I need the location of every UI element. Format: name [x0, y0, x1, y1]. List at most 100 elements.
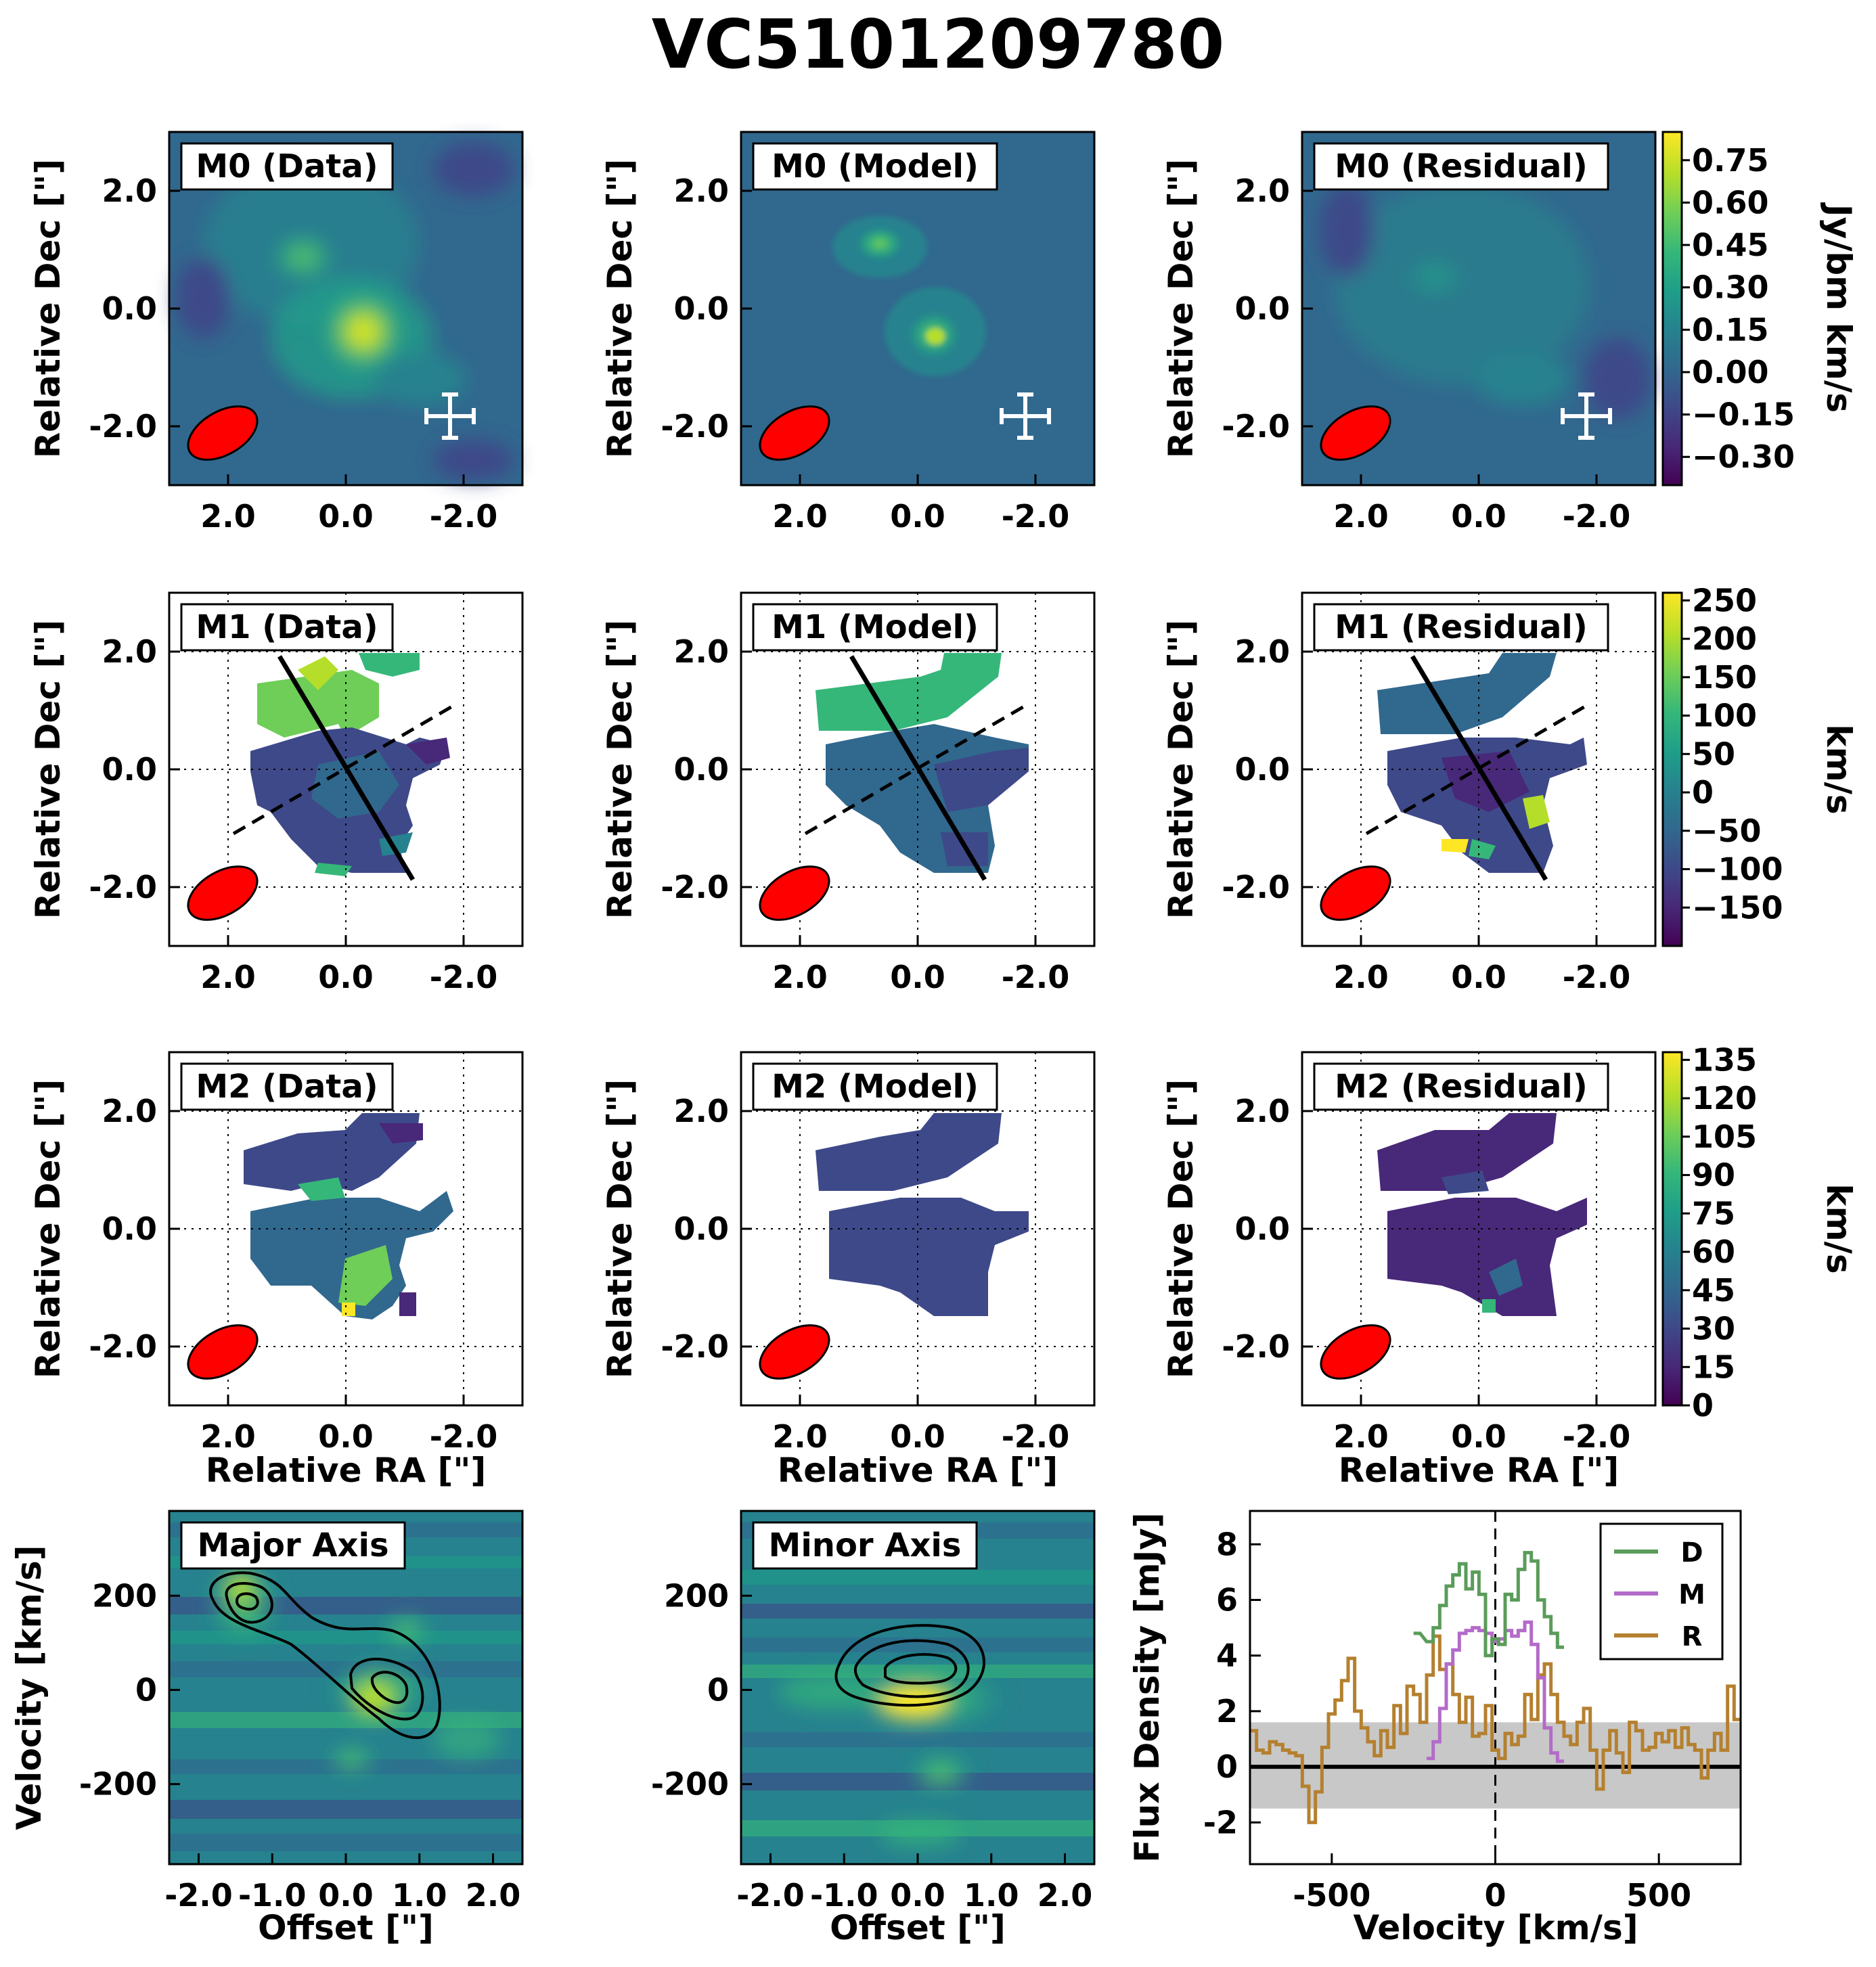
m2-data-pixels [244, 1113, 453, 1319]
map-xtick-label: -2.0 [1002, 1418, 1070, 1455]
label-m0-resid: M0 (Residual) [1335, 148, 1588, 185]
panel-m1-model [740, 591, 1096, 947]
spec-xtick-label: 0 [1484, 1877, 1506, 1914]
label-m0-model: M0 (Model) [772, 148, 979, 185]
panel-labels: M0 (Data) M0 (Model) M0 (Residual) M1 (D… [180, 142, 1609, 1111]
map-xtick-label: 2.0 [200, 959, 256, 995]
pv-xtick-label: -2.0 [164, 1877, 233, 1914]
spec-ytick-label: 2 [1216, 1693, 1238, 1729]
label-m0-data: M0 (Data) [196, 148, 378, 185]
figure-title: VC5101209780 [652, 5, 1225, 84]
spectrum-plot-area: -500 0 500 8 6 4 2 0 -2 [1203, 1511, 1741, 1914]
xlabel-offset-minor: Offset ["] [830, 1908, 1006, 1947]
map-xtick-label: -2.0 [1563, 498, 1631, 535]
spectrum-legend: D M R [1599, 1522, 1724, 1660]
map-ytick-label: 0.0 [674, 290, 730, 327]
m0-resid-emission [1320, 183, 1651, 420]
map-xtick-label: 2.0 [200, 1418, 256, 1455]
m2-resid-pixels [1377, 1113, 1587, 1316]
colorbar-tick-label: 0.60 [1692, 184, 1769, 221]
panel-pv-major: Major Axis [168, 1510, 524, 1866]
map-ytick-label: 2.0 [1235, 173, 1291, 209]
beam-m2-data [187, 1324, 259, 1380]
colorbar-tick-label: 200 [1692, 620, 1757, 657]
panel-m2-model [740, 1051, 1096, 1407]
beam-ellipses [187, 405, 1391, 1380]
map-ytick-label: -2.0 [89, 408, 157, 445]
colorbar-tick-label: 250 [1692, 582, 1757, 618]
spec-ytick-label: -2 [1203, 1804, 1238, 1840]
spectrum-series-r [1250, 1634, 1741, 1824]
map-xtick-label: 2.0 [772, 1418, 828, 1455]
colorbar-tick-label: 0 [1692, 1387, 1714, 1424]
map-ytick-label: -2.0 [1222, 1328, 1290, 1365]
pv-major-contours [209, 1571, 441, 1739]
map-ytick-label: -2.0 [89, 869, 157, 905]
colorbar-tick-label: −100 [1692, 851, 1783, 888]
colorbar-tick-label: 0.15 [1692, 311, 1769, 348]
m0-data-emission [176, 142, 514, 480]
pv-ytick-label: 0 [707, 1671, 729, 1708]
crosshair-m0-model [1000, 392, 1051, 440]
spec-ytick-label: 8 [1216, 1526, 1238, 1562]
spec-xtick-label: 500 [1626, 1877, 1691, 1914]
map-xtick-label: 2.0 [200, 498, 256, 535]
pv-ytick-label: -200 [79, 1766, 157, 1803]
ylabel-row1-col3: Relative Dec ["] [1161, 159, 1201, 458]
panel-m1-data [168, 591, 524, 947]
xlabel-offset-major: Offset ["] [258, 1908, 434, 1947]
colorbar-tick-label: 135 [1692, 1041, 1757, 1078]
pv-xtick-label: 1.0 [964, 1877, 1019, 1914]
map-ytick-label: 2.0 [102, 173, 158, 209]
map-xtick-label: 0.0 [890, 1418, 945, 1455]
colorbar-m2-label: km/s [1819, 1183, 1858, 1273]
map-xtick-label: 2.0 [772, 498, 828, 535]
map-xtick-label: 0.0 [1451, 498, 1506, 535]
legend-d: D [1680, 1537, 1703, 1568]
map-xtick-label: 0.0 [1451, 1418, 1506, 1455]
spec-ytick-label: 0 [1216, 1748, 1238, 1785]
colorbar-tick-label: −0.30 [1692, 438, 1795, 475]
beam-m1-data [187, 865, 259, 921]
map-xtick-label: -2.0 [1563, 1418, 1631, 1455]
map-xtick-label: -2.0 [1002, 959, 1070, 995]
map-xtick-label: 2.0 [772, 959, 828, 995]
colorbar-tick-label: 0.45 [1692, 227, 1769, 263]
map-ytick-label: 2.0 [674, 1093, 730, 1129]
colorbar-m0-label: Jy/bm km/s [1819, 202, 1858, 413]
map-xtick-label: -2.0 [1002, 498, 1070, 535]
map-ytick-label: -2.0 [1222, 408, 1290, 445]
ylabel-row3: Relative Dec ["] [28, 1079, 68, 1378]
map-ytick-label: 2.0 [102, 1093, 158, 1129]
m0-model-emission [832, 216, 986, 376]
colorbar-tick-label: 75 [1692, 1195, 1735, 1231]
map-ytick-label: 2.0 [102, 633, 158, 670]
spectrum-series-d [1413, 1551, 1564, 1658]
spec-xtick-label: -500 [1293, 1877, 1370, 1914]
map-xtick-label: 2.0 [1333, 498, 1389, 535]
colorbar-tick-label: 0.30 [1692, 269, 1769, 306]
pv-xtick-label: 1.0 [392, 1877, 447, 1914]
map-ticks: 2.0 2.0 0.0 0.0 -2.0 -2.0 2.0 2.0 0.0 0.0 -2.0 -2.0… [89, 173, 1630, 1455]
xlabel-ra-col3: Relative RA ["] [1339, 1451, 1620, 1490]
colorbar-tick-label: 150 [1692, 659, 1757, 696]
map-ytick-label: 2.0 [1235, 633, 1291, 670]
panel-m0-resid [1301, 131, 1657, 487]
colorbar-tick-label: 120 [1692, 1080, 1757, 1116]
label-m1-resid: M1 (Residual) [1335, 608, 1588, 646]
spectrum-series-m [1427, 1620, 1564, 1763]
xlabel-ra-col2: Relative RA ["] [778, 1451, 1058, 1490]
map-xtick-label: 0.0 [1451, 959, 1506, 995]
pv-xtick-label: -1.0 [810, 1877, 878, 1914]
ylabel-row2: Relative Dec ["] [28, 620, 68, 919]
colorbar-tick-label: 100 [1692, 698, 1757, 734]
map-ytick-label: -2.0 [89, 1328, 157, 1365]
colorbar-tick-label: −0.15 [1692, 397, 1795, 433]
pv-xtick-label: 0.0 [318, 1877, 374, 1914]
map-xtick-label: 0.0 [318, 1418, 374, 1455]
